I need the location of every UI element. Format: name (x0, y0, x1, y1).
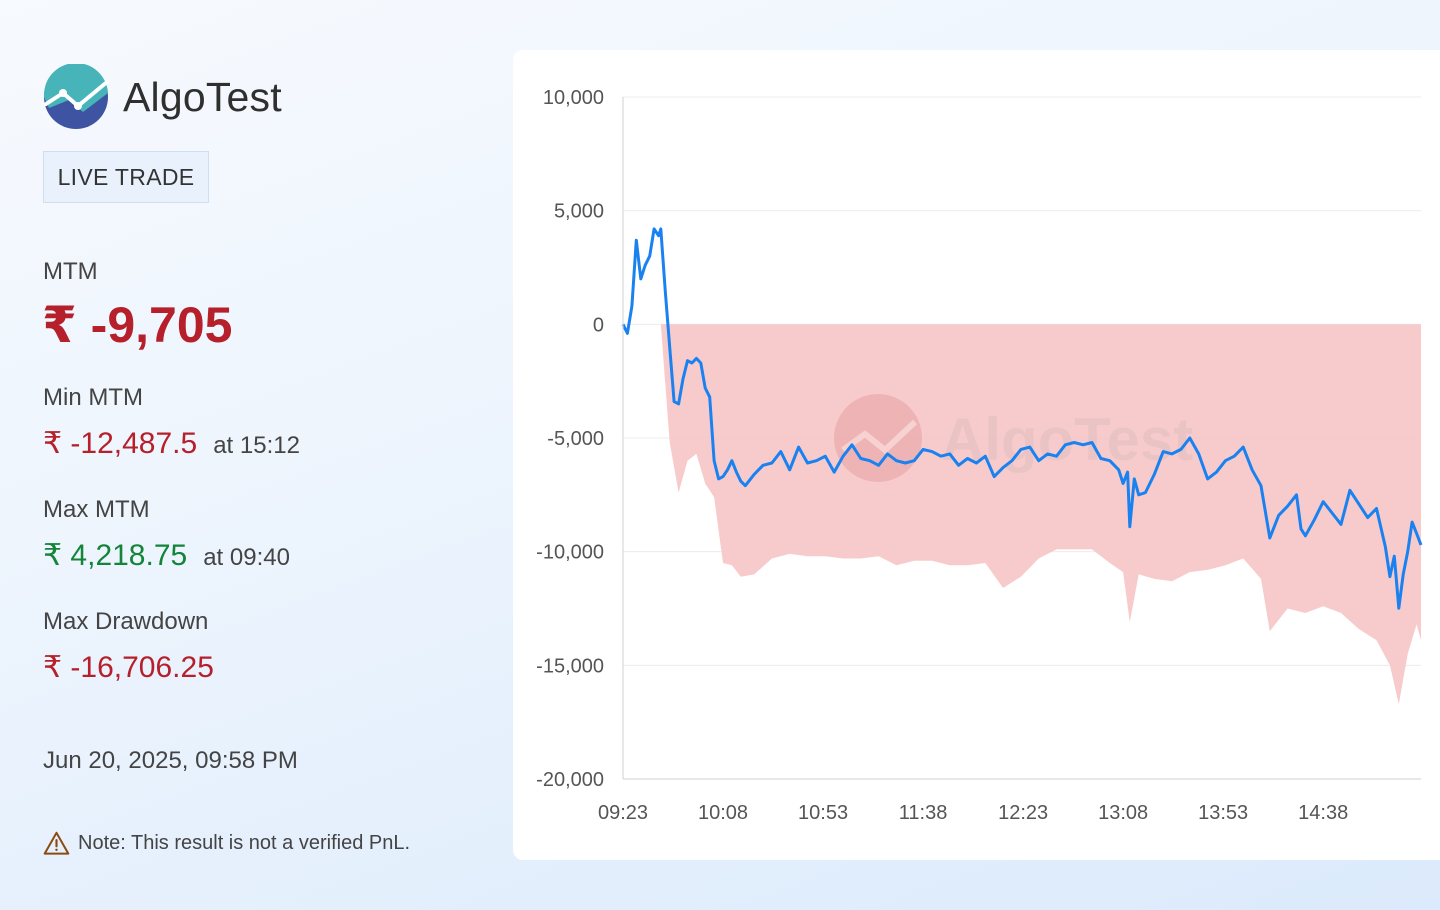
chart-watermark: AlgoTest (834, 394, 1193, 482)
x-tick-label: 10:08 (698, 802, 748, 824)
x-tick-label: 13:08 (1098, 802, 1148, 824)
x-tick-label: 12:23 (998, 802, 1048, 824)
min-mtm-time: at 15:12 (213, 432, 300, 459)
min-mtm-label: Min MTM (43, 384, 143, 411)
y-tick-label: -10,000 (536, 542, 604, 564)
y-tick-label: -5,000 (547, 428, 604, 450)
max-mtm-value: ₹ 4,218.75 (43, 539, 188, 572)
x-tick-label: 14:38 (1298, 802, 1348, 824)
mtm-value: ₹ -9,705 (42, 297, 233, 353)
brand-name: AlgoTest (123, 73, 282, 120)
y-tick-label: 0 (593, 314, 604, 336)
max-mtm-time: at 09:40 (203, 544, 290, 571)
min-mtm-value: ₹ -12,487.5 (43, 427, 198, 460)
mtm-label: MTM (43, 258, 98, 285)
max-drawdown-label: Max Drawdown (43, 608, 209, 635)
live-trade-badge: LIVE TRADE (43, 151, 209, 203)
disclaimer-note: Note: This result is not a verified PnL. (43, 830, 410, 857)
y-tick-label: -20,000 (536, 769, 604, 791)
algotest-logo-icon (43, 64, 109, 129)
x-tick-label: 10:53 (798, 802, 848, 824)
max-drawdown-row: ₹ -16,706.25 (43, 650, 214, 685)
pnl-chart: 10,0005,0000-5,000-10,000-15,000-20,000 … (536, 87, 1423, 824)
y-tick-label: -15,000 (536, 655, 604, 677)
drawdown-area (623, 324, 1421, 705)
x-tick-label: 13:53 (1198, 802, 1248, 824)
max-drawdown-value: ₹ -16,706.25 (43, 651, 214, 684)
x-tick-label: 11:38 (899, 802, 948, 824)
y-tick-label: 5,000 (554, 201, 604, 223)
pnl-chart-card: 10,000 5,000 0 -5,000 -10,000 -15,000 -20,000 … (513, 50, 1440, 860)
x-tick-label: 09:23 (598, 802, 648, 824)
min-mtm-row: ₹ -12,487.5 at 15:12 (43, 426, 300, 461)
max-mtm-row: ₹ 4,218.75 at 09:40 (43, 538, 290, 573)
timestamp: Jun 20, 2025, 09:58 PM (43, 747, 298, 774)
y-tick-label: 10,000 (543, 87, 604, 109)
brand-logo: AlgoTest (43, 64, 282, 130)
x-axis-ticks: 09:23 10:08 10:53 11:38 12:23 13:08 13:53 14:38 (598, 802, 1348, 824)
y-axis-ticks: 10,000 5,000 0 -5,000 -10,000 -15,000 -20,000 (536, 87, 604, 791)
disclaimer-text: Note: This result is not a verified PnL. (78, 832, 411, 854)
mtm-line (621, 227, 1423, 610)
warning-icon (43, 831, 70, 855)
watermark-text: AlgoTest (941, 406, 1193, 473)
max-mtm-label: Max MTM (43, 496, 150, 523)
